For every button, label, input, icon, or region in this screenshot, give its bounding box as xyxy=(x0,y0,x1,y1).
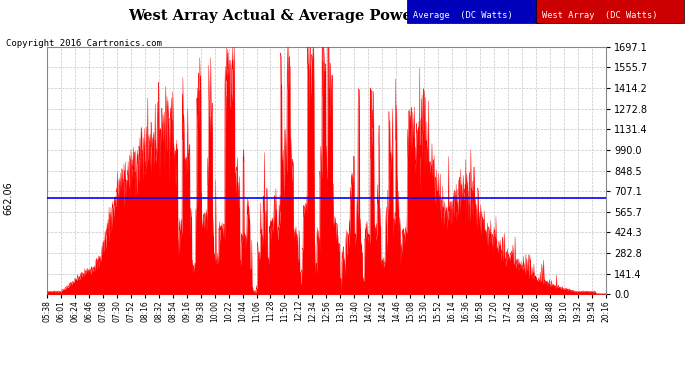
Text: West Array  (DC Watts): West Array (DC Watts) xyxy=(542,10,657,20)
Text: 662.06: 662.06 xyxy=(3,181,13,215)
Text: Average  (DC Watts): Average (DC Watts) xyxy=(413,10,513,20)
Text: Copyright 2016 Cartronics.com: Copyright 2016 Cartronics.com xyxy=(6,39,161,48)
Text: West Array Actual & Average Power Sun Jul 17 20:27: West Array Actual & Average Power Sun Ju… xyxy=(128,9,562,23)
